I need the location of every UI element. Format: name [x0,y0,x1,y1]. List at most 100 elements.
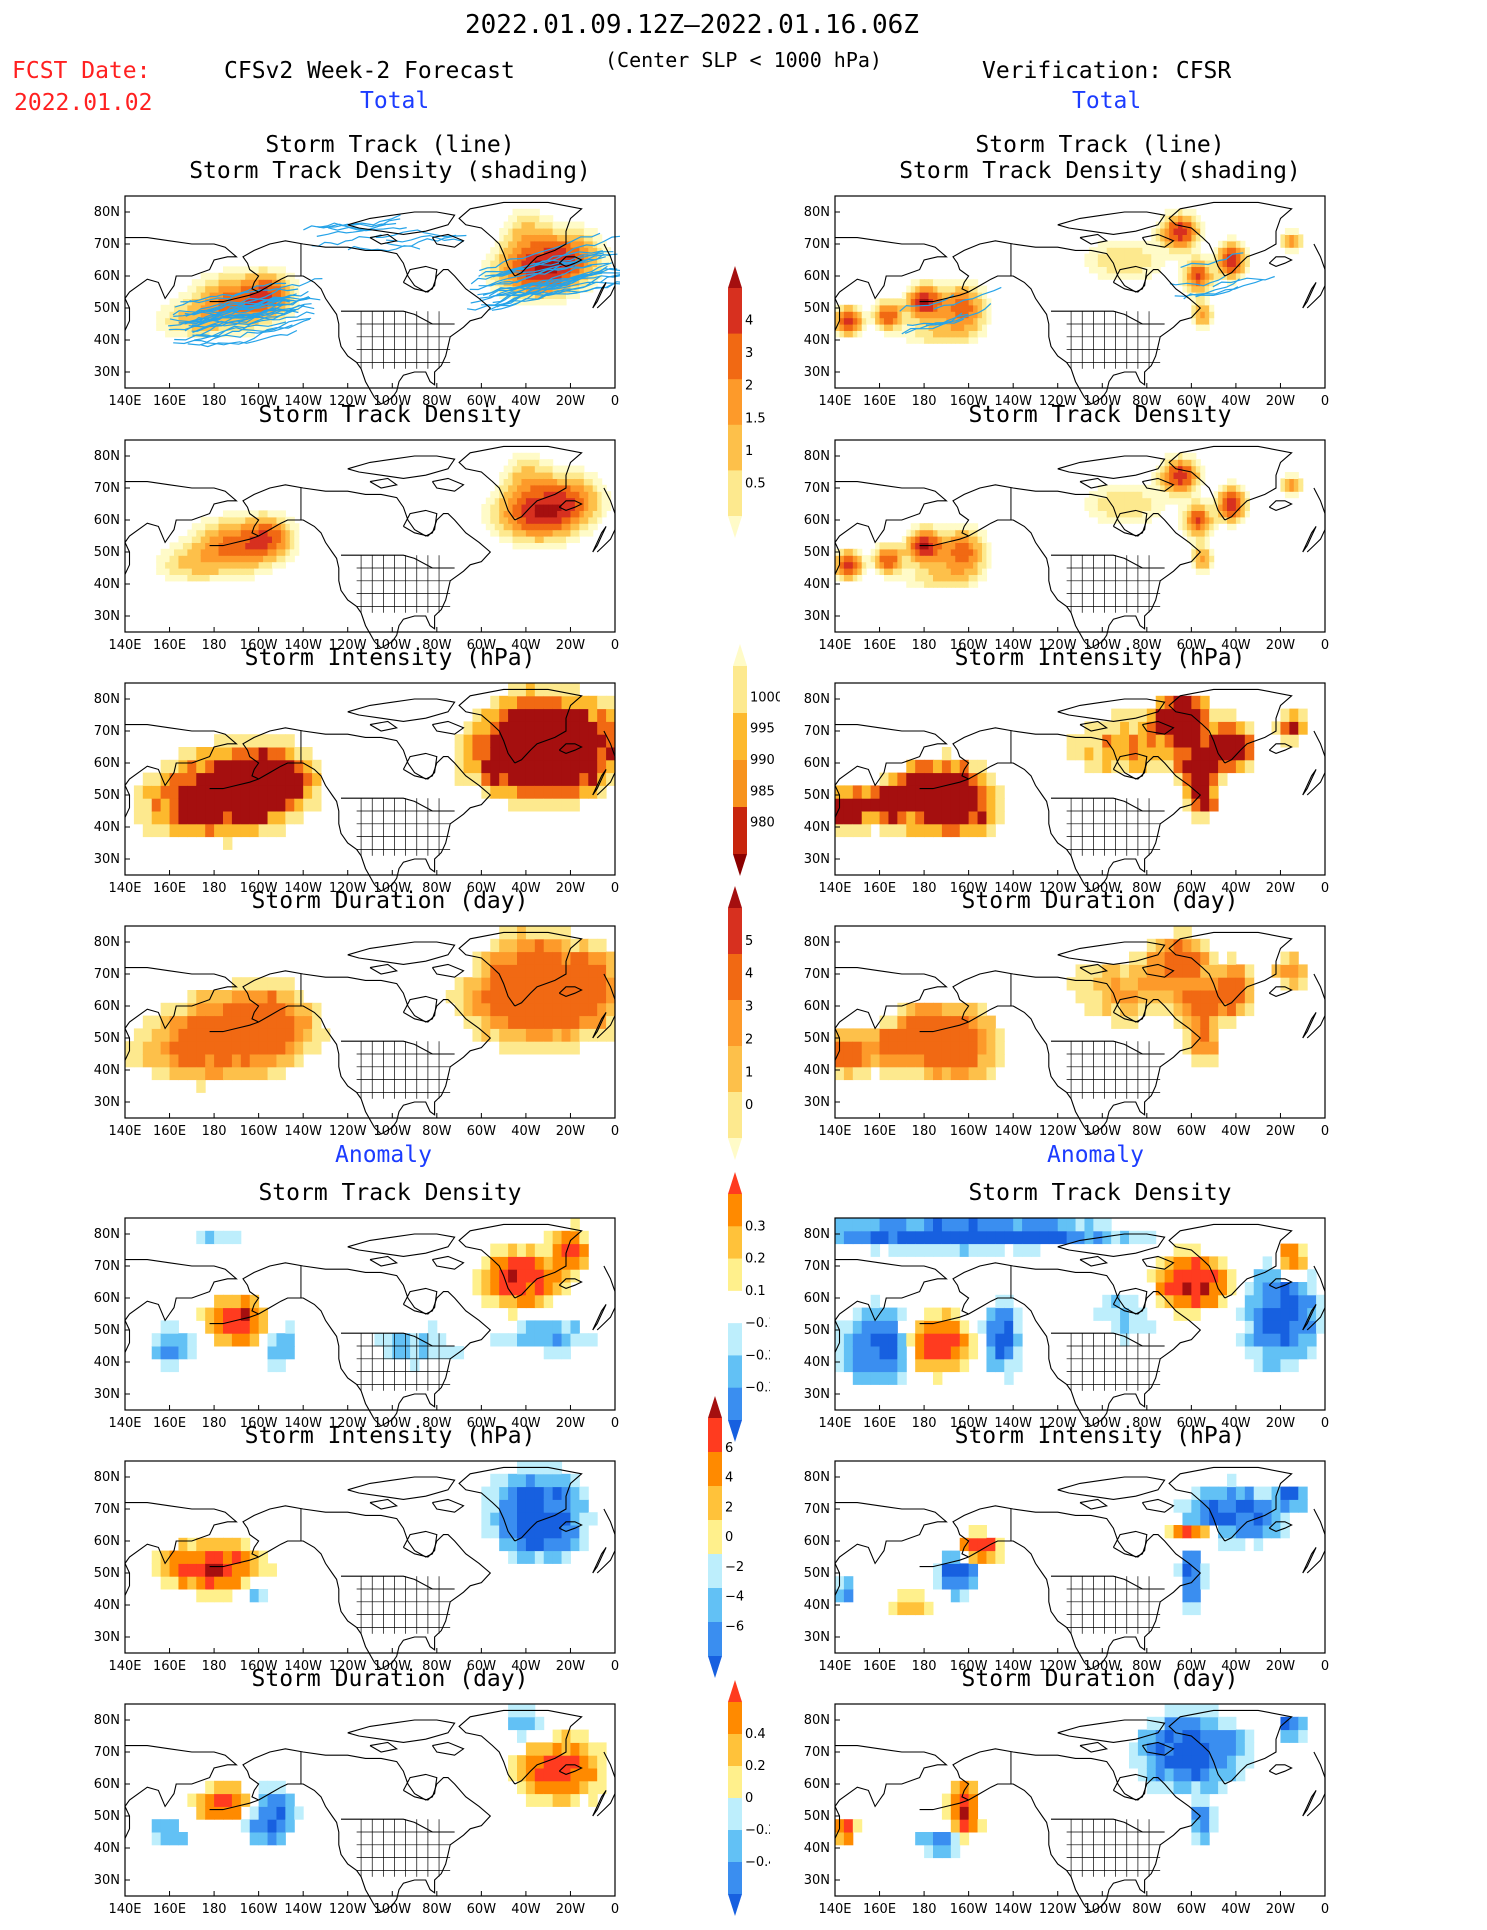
shade-cell [924,549,929,556]
grid-cell [196,798,205,811]
grid-cell [570,721,579,734]
anomaly-cell [853,1231,862,1244]
grid-cell [1191,709,1200,722]
shade-cell [508,466,513,473]
shade-cell [951,286,956,293]
shade-cell [1142,260,1147,267]
grid-cell [915,773,924,786]
grid-cell [232,1067,241,1080]
anomaly-cell [1254,1320,1263,1333]
shade-cell [521,472,526,479]
grid-cell [455,760,464,773]
grid-cell [259,734,268,747]
lon-label: 140W [284,394,322,409]
shade-cell [1174,215,1179,222]
shade-cell [920,330,925,337]
anomaly-cell [1111,1231,1120,1244]
shade-cell [1187,215,1192,222]
shade-cell [517,209,522,216]
grid-cell [960,824,969,837]
grid-cell [152,1067,161,1080]
shade-cell [955,568,960,575]
grid-cell [995,1054,1004,1067]
anomaly-cell [1236,1499,1245,1512]
anomaly-cell [871,1320,880,1333]
shade-cell [1187,510,1192,517]
anomaly-cell [1263,1487,1272,1500]
shade-cell [254,510,259,517]
grid-cell [906,811,915,824]
shade-cell [1187,241,1192,248]
shade-cell [205,273,210,280]
grid-cell [570,696,579,709]
grid-cell [490,977,499,990]
grid-cell [499,760,508,773]
shade-cell [530,247,535,254]
shade-cell [250,555,255,562]
shade-cell [1205,504,1210,511]
grid-cell [1191,1054,1200,1067]
shade-cell [272,530,277,537]
lon-label: 100W [1083,881,1121,896]
grid-cell [1174,721,1183,734]
anomaly-cell [1102,1295,1111,1308]
anomaly-cell [508,1474,517,1487]
anomaly-cell [1200,1295,1209,1308]
grid-cell [1236,964,1245,977]
shade-cell [548,510,553,517]
grid-cell [535,1003,544,1016]
anomaly-cell [508,1755,517,1768]
shade-cell [575,491,580,498]
shade-cell [1178,254,1183,261]
shade-cell [156,318,161,325]
grid-cell [508,696,517,709]
shade-cell [1280,234,1285,241]
shade-cell [170,555,175,562]
lon-label: 160E [153,881,186,896]
anomaly-cell [1289,1244,1298,1257]
state-boundaries [1067,1576,1161,1634]
anomaly-cell [1245,1333,1254,1346]
shade-cell [844,549,849,556]
grid-cell [1209,760,1218,773]
lon-label: 0 [1321,1416,1329,1431]
anomaly-cell [170,1551,179,1564]
shade-cell [1102,498,1107,505]
shade-cell [588,228,593,235]
shade-cell [924,337,929,344]
grid-cell [606,1028,615,1041]
anomaly-cell [1272,1308,1281,1321]
anomaly-cell [906,1602,915,1615]
grid-cell [942,1028,951,1041]
anomaly-cell [535,1474,544,1487]
shade-cell [1116,241,1121,248]
grid-cell [196,1016,205,1029]
shade-cell [174,542,179,549]
anomaly-cell [178,1563,187,1576]
anomaly-cell [250,1589,259,1602]
grid-cell [924,1016,933,1029]
shade-cell [263,266,268,273]
grid-cell [1182,977,1191,990]
shade-cell [884,330,889,337]
shade-cell [281,555,286,562]
grid-cell [535,773,544,786]
shade-cell [955,574,960,581]
shade-cell [1178,215,1183,222]
us-canada-border [341,1041,455,1054]
shade-cell [579,228,584,235]
grid-cell [597,990,606,1003]
shade-cell [969,318,974,325]
shade-cell [906,292,911,299]
shade-cell [263,523,268,530]
shade-cell [259,279,264,286]
anomaly-cell [915,1218,924,1231]
anomaly-cell [835,1346,844,1359]
grid-cell [1120,760,1129,773]
grid-cell [924,773,933,786]
shade-cell [857,574,862,581]
shade-cell [946,530,951,537]
shade-cell [165,305,170,312]
shade-cell [201,536,206,543]
